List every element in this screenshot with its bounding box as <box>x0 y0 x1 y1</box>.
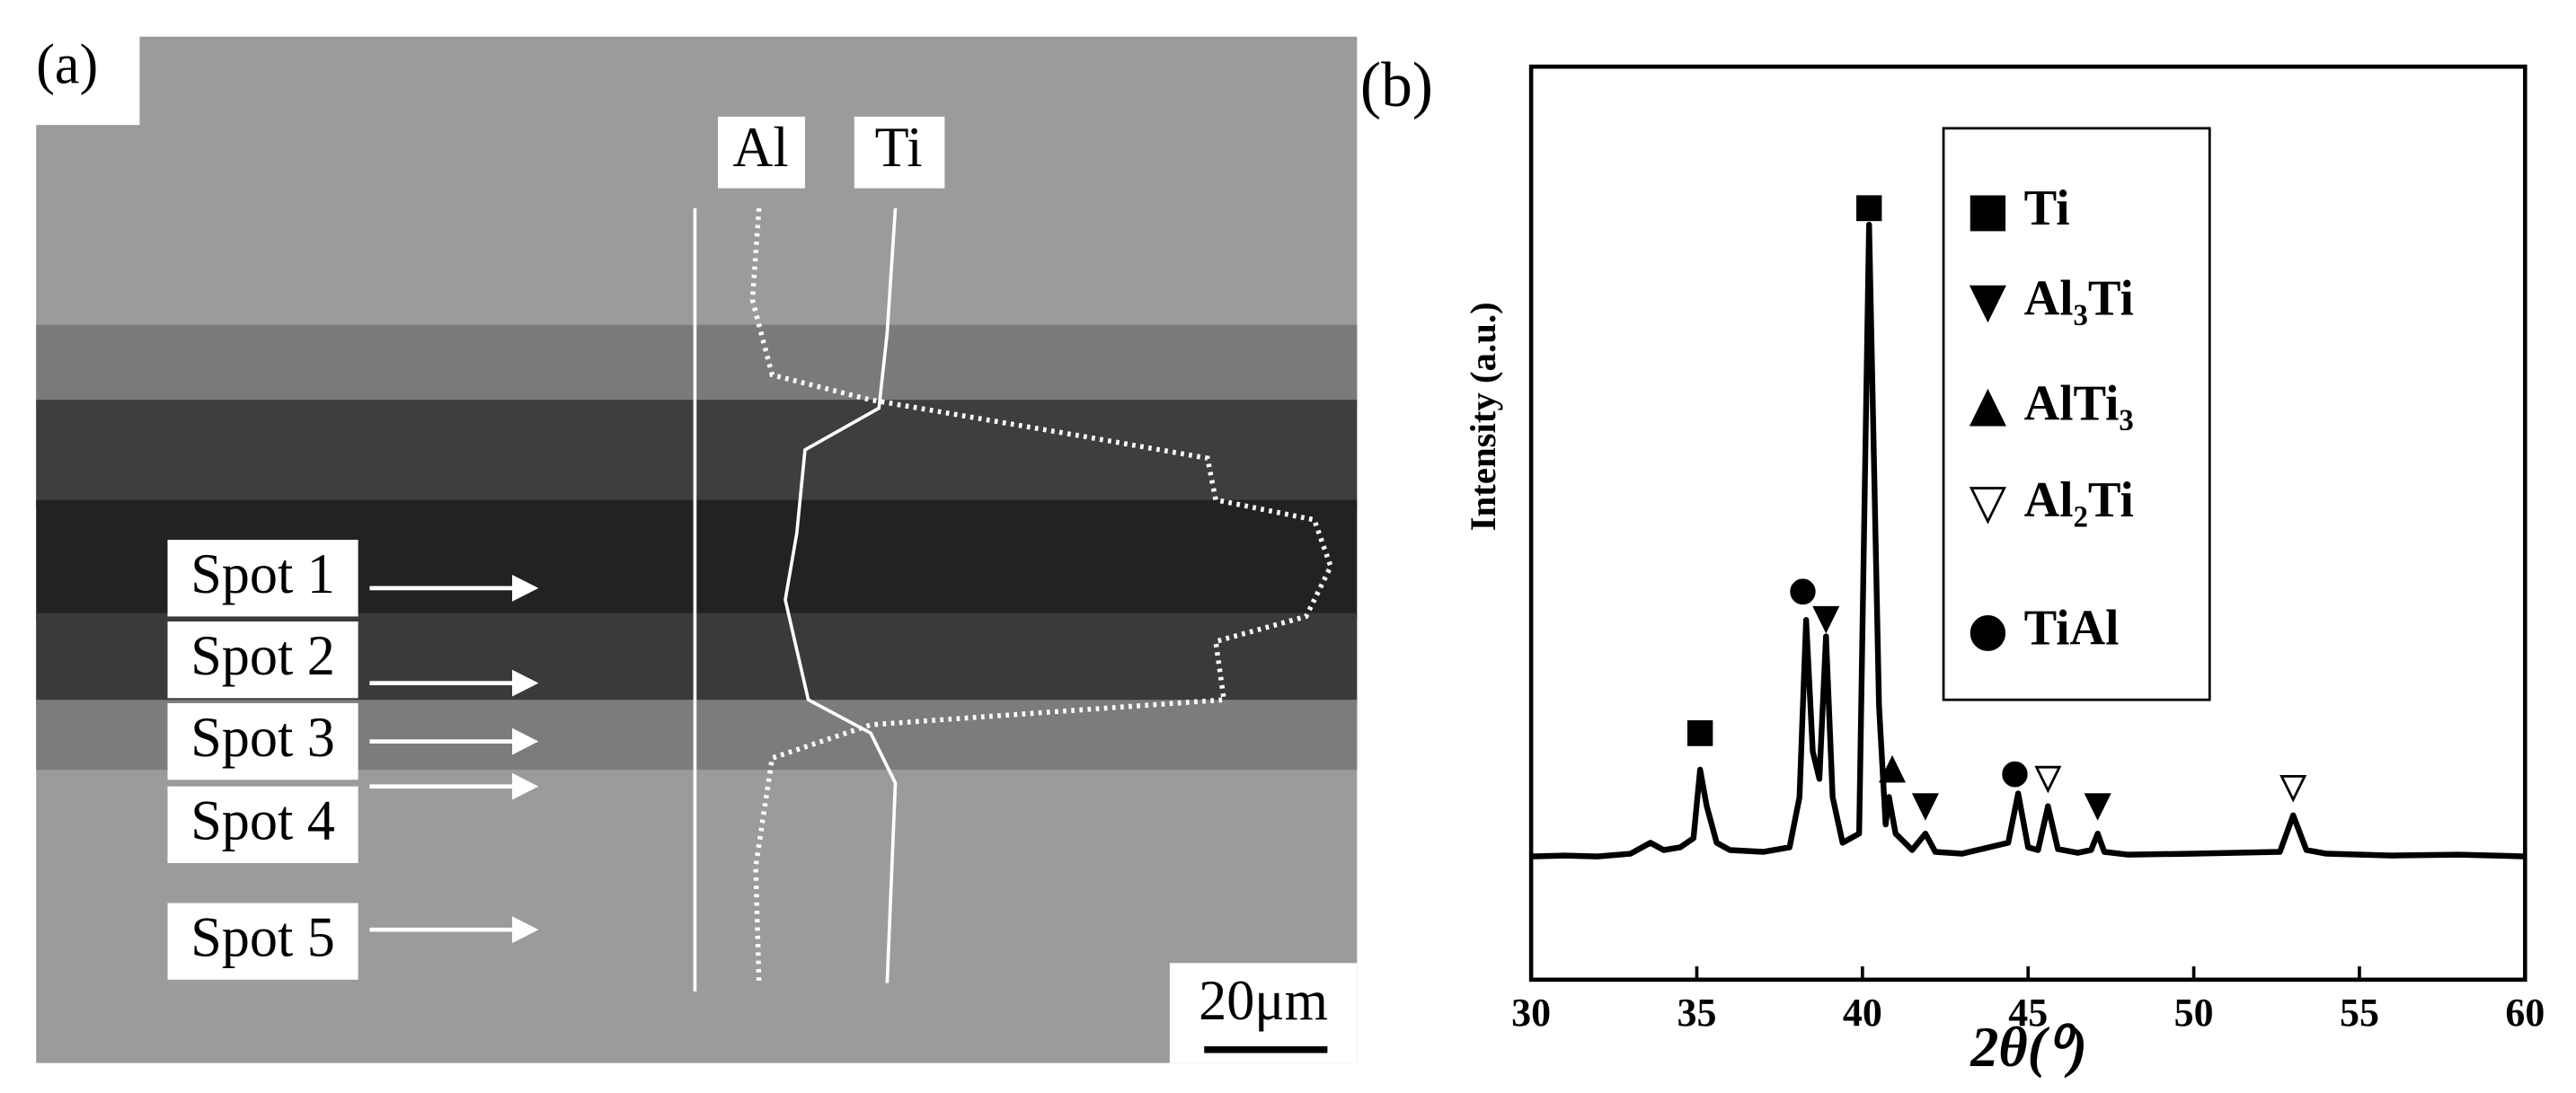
legend-marker <box>1969 388 2006 427</box>
marker <box>1911 793 1939 821</box>
scale-bar-label: 20μm <box>1199 969 1328 1033</box>
legend-marker <box>1969 487 2006 524</box>
marker <box>1856 195 1882 222</box>
x-tick-label: 55 <box>2340 991 2379 1035</box>
marker <box>2034 765 2062 794</box>
legend-marker <box>1970 615 2006 651</box>
marker <box>2084 793 2111 821</box>
legend-label: Ti <box>2024 181 2070 235</box>
micrograph <box>36 36 1358 1063</box>
legend-label: Al₃Ti <box>2024 270 2134 325</box>
legend-label: TiAl <box>2024 600 2120 655</box>
x-tick-label: 50 <box>2174 991 2214 1035</box>
x-tick-label: 45 <box>2008 991 2048 1035</box>
legend-label: Al₂Ti <box>2024 472 2134 527</box>
spot-label: Spot 2 <box>190 624 335 688</box>
legend-label: AlTi₃ <box>2024 375 2134 430</box>
marker <box>1879 754 1907 783</box>
legend-marker <box>1970 195 2006 232</box>
spot-arrows <box>369 574 539 944</box>
profile-label: Al <box>732 116 788 180</box>
xrd-line <box>1531 221 2526 859</box>
x-tick-label: 35 <box>1677 991 1717 1035</box>
marker <box>1790 578 1816 605</box>
panel-label: (a) <box>36 32 98 96</box>
marker <box>2279 774 2307 803</box>
x-axis-label: 2θ(⁰) <box>1970 1016 2087 1080</box>
panel-label: (b) <box>1360 51 1433 121</box>
marker <box>1812 605 1840 634</box>
profile-label: Ti <box>875 116 923 180</box>
x-tick-label: 30 <box>1511 991 1551 1035</box>
marker <box>2002 761 2028 788</box>
x-tick-label: 60 <box>2505 991 2545 1035</box>
panel-a-labels: (a) Al Ti Spot 1 Spot 2 Spot 3 Spot 4 Sp… <box>36 32 1328 1032</box>
spot-label: Spot 4 <box>190 789 335 852</box>
spot-label: Spot 3 <box>190 705 335 769</box>
legend-marker <box>1969 285 2006 323</box>
spot-label: Spot 5 <box>190 905 335 969</box>
spot-boxes <box>167 116 945 980</box>
x-tick-label: 40 <box>1843 991 1882 1035</box>
y-axis-label: Intensity (a.u.) <box>1463 302 1503 531</box>
marker <box>1686 719 1713 746</box>
spot-label: Spot 1 <box>190 542 335 606</box>
